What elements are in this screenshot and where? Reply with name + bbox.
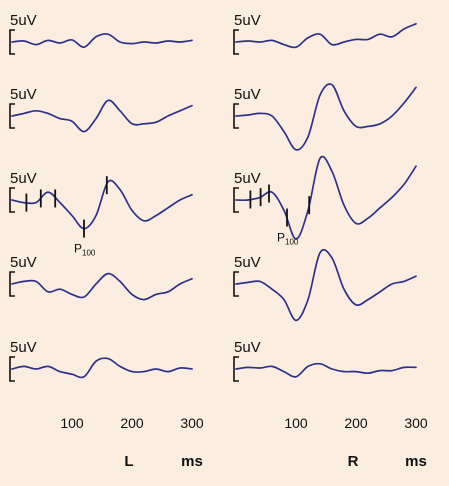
trace-R-5 xyxy=(235,362,417,378)
scale-bar-R-2 xyxy=(233,103,239,129)
panel-label-R: R xyxy=(348,453,359,470)
scale-label-L-4: 5uV xyxy=(10,254,37,271)
x-axis-unit-R: ms xyxy=(405,453,427,470)
x-tick-label-R-2: 200 xyxy=(344,415,368,431)
p100-subscript-R: 100 xyxy=(285,238,299,247)
scale-label-R-3: 5uV xyxy=(234,170,261,187)
trace-L-5 xyxy=(11,357,193,379)
p100-label-R: P100 xyxy=(277,231,299,247)
x-tick-label-R-3: 300 xyxy=(404,415,428,431)
trace-R-1 xyxy=(235,22,417,49)
p100-subscript-L: 100 xyxy=(82,249,96,258)
scale-bar-R-3 xyxy=(233,187,239,213)
p100-letter-R: P xyxy=(277,231,285,245)
trace-R-4 xyxy=(235,248,417,322)
scale-bar-L-3 xyxy=(9,187,15,213)
trace-L-1 xyxy=(11,33,193,49)
scale-label-L-2: 5uV xyxy=(10,86,37,103)
scale-bar-L-1 xyxy=(9,29,15,55)
x-axis-unit-L: ms xyxy=(181,453,203,470)
x-tick-label-L-2: 200 xyxy=(120,415,144,431)
trace-L-2 xyxy=(11,99,193,133)
trace-L-3 xyxy=(11,179,193,230)
x-tick-label-R-1: 100 xyxy=(284,415,308,431)
scale-label-R-5: 5uV xyxy=(234,339,261,356)
scale-label-R-1: 5uV xyxy=(234,12,261,29)
scale-bar-R-1 xyxy=(233,29,239,55)
p100-label-L: P100 xyxy=(74,242,96,258)
p100-letter-L: P xyxy=(74,242,82,256)
trace-R-2 xyxy=(235,83,417,151)
panel-label-L: L xyxy=(124,453,133,470)
scale-bar-L-2 xyxy=(9,103,15,129)
x-tick-label-L-1: 100 xyxy=(60,415,84,431)
trace-L-4 xyxy=(11,272,193,301)
scale-bar-L-4 xyxy=(9,271,15,297)
x-tick-label-L-3: 300 xyxy=(180,415,204,431)
scale-label-L-5: 5uV xyxy=(10,339,37,356)
scale-label-R-4: 5uV xyxy=(234,254,261,271)
scale-label-L-1: 5uV xyxy=(10,12,37,29)
scale-bar-R-5 xyxy=(233,356,239,382)
scale-label-R-2: 5uV xyxy=(234,86,261,103)
scale-label-L-3: 5uV xyxy=(10,170,37,187)
scale-bar-L-5 xyxy=(9,356,15,382)
scale-bar-R-4 xyxy=(233,271,239,297)
trace-R-3 xyxy=(235,155,417,240)
